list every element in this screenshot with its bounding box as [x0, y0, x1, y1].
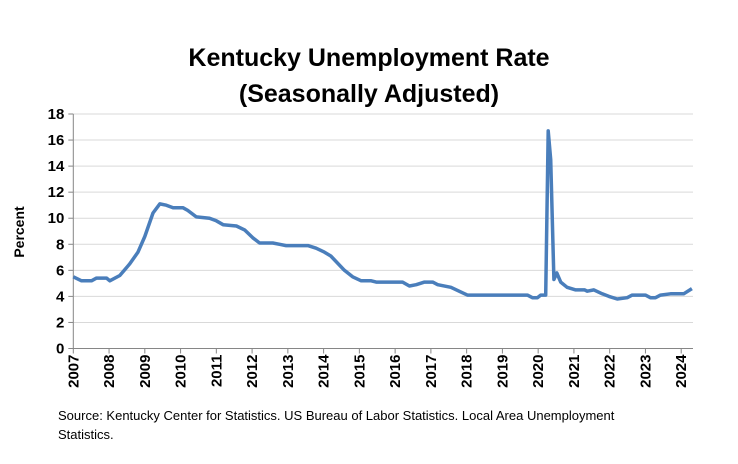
- y-tick-label: 10: [48, 210, 65, 227]
- x-tick-label: 2019: [494, 355, 511, 388]
- chart-title-line1: Kentucky Unemployment Rate: [188, 44, 550, 72]
- chart-title: Kentucky Unemployment Rate (Seasonally A…: [0, 40, 738, 112]
- axes: [68, 113, 693, 354]
- x-tick-label: 2014: [316, 354, 333, 388]
- x-tick-label: 2018: [459, 355, 476, 388]
- x-tick-label: 2010: [173, 355, 190, 388]
- x-tick-label: 2016: [387, 355, 404, 388]
- y-tick-label: 18: [48, 106, 65, 123]
- y-tick-labels: 0 2 4 6 8 10 12 14 16 18: [48, 106, 65, 358]
- y-tick-label: 4: [56, 288, 65, 305]
- x-tick-label: 2008: [101, 355, 118, 388]
- x-tick-label: 2012: [244, 355, 261, 388]
- series-line: [72, 129, 693, 301]
- x-tick-label: 2009: [137, 355, 154, 388]
- y-tick-label: 16: [48, 132, 65, 149]
- y-tick-label: 12: [48, 184, 65, 201]
- chart-title-line2: (Seasonally Adjusted): [238, 80, 500, 108]
- y-axis-label: Percent: [11, 206, 27, 258]
- x-tick-label: 2020: [530, 355, 547, 388]
- x-tick-label: 2015: [351, 355, 368, 388]
- x-tick-labels: 2007 2008 2009 2010 2011 2012 2013 2014 2015 2016…: [65, 354, 690, 388]
- x-tick-label: 2024: [673, 354, 690, 388]
- x-tick-label: 2007: [65, 355, 82, 388]
- gridlines: [73, 113, 693, 323]
- y-tick-label: 6: [56, 262, 64, 279]
- y-tick-label: 2: [56, 314, 64, 331]
- y-tick-label: 8: [56, 236, 64, 253]
- x-tick-label: 2023: [637, 355, 654, 388]
- y-tick-label: 14: [48, 158, 65, 175]
- x-tick-label: 2022: [602, 355, 619, 388]
- x-tick-label: 2011: [208, 355, 225, 388]
- y-tick-label: 0: [56, 341, 64, 358]
- source-note: Source: Kentucky Center for Statistics. …: [58, 408, 615, 442]
- x-tick-label: 2021: [566, 355, 583, 388]
- x-tick-label: 2017: [423, 355, 440, 388]
- x-tick-label: 2013: [280, 355, 297, 388]
